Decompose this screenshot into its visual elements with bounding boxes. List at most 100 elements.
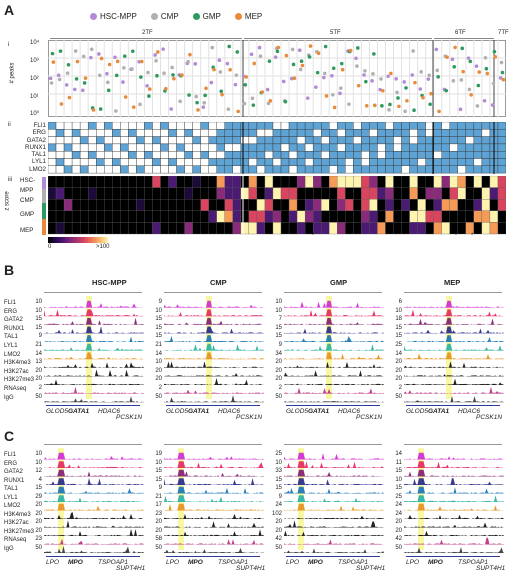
scatter-point [114,109,118,113]
scatter-point [354,56,358,61]
matrix-cell [329,151,338,159]
signal-track [284,317,384,325]
scatter-point [428,102,432,107]
matrix-cell [112,151,121,159]
scatter-point [388,102,392,107]
heatmap-cell [176,210,185,223]
matrix-cell [48,165,57,174]
signal-track [284,383,384,385]
scatter-point [72,87,77,92]
scatter-point [106,88,111,93]
signal-track [164,309,264,317]
scatter-point [265,87,270,92]
heatmap-cell [136,222,145,235]
heatmap-cell [449,187,458,200]
matrix-cell [425,143,434,152]
scatter-point [450,57,455,62]
matrix-cell [160,143,169,152]
scatter-point [89,47,94,52]
scatter-point [73,49,78,53]
heatmap-cell [296,222,306,235]
heatmap-cell [272,187,282,200]
matrix-cell [449,165,458,174]
scatter-point [466,56,471,60]
heatmap-cell [79,187,89,200]
matrix-cell [240,143,250,152]
track-scale: 20 [275,519,282,525]
matrix-cell [280,136,290,145]
matrix-cell [369,122,378,130]
signal-track [164,477,264,485]
heatmap-cell [71,187,81,200]
matrix-cell [312,165,322,174]
heatmap-cell [208,222,217,235]
scatter-point [74,77,79,81]
bracket-2tf [50,38,242,39]
matrix-cell [87,143,97,152]
scatter-point [339,86,343,90]
matrix-cell [312,151,322,159]
heatmap-cell [79,210,89,223]
track-scale: 15 [155,476,162,483]
heatmap-cell [248,176,258,188]
matrix-cell [168,136,177,145]
signal-track [164,469,264,477]
scatter-point [82,81,87,85]
track-label: LMO2 [4,351,21,358]
heatmap-cell [272,176,282,188]
scatter-point [292,76,297,81]
heatmap-cell [497,199,506,211]
signal-track [164,335,264,342]
scatter-point [235,50,240,54]
heatmap-cell [216,199,225,211]
heatmap-cell [240,176,250,188]
track-scale: 9 [158,485,162,491]
heatmap-cell [377,176,386,188]
matrix-cell [425,129,434,137]
heatmap-cell [497,222,506,235]
matrix-cell [200,165,209,174]
scatter-point [98,107,103,111]
heatmap-cell [232,176,241,188]
gene-label-glod5: GLOD5 [286,408,309,416]
heatmap-cell [112,199,121,211]
track-scale: 14 [395,451,402,457]
scatter-point [476,83,481,88]
signal-track [44,503,144,511]
matrix-cell [497,136,506,145]
matrix-cell [224,122,234,130]
matrix-cell [55,165,65,174]
matrix-cell [232,165,242,174]
signal-track [44,317,144,325]
matrix-cell [497,129,506,137]
heatmap-cell [296,187,306,200]
matrix-cell [216,151,225,159]
heatmap-cell [128,199,137,211]
heatmap-cell [200,222,209,235]
heatmap-cell [256,210,266,223]
legend-item-gmp: GMP [192,12,221,21]
scatter-point [188,52,192,57]
scatter-point [138,102,142,107]
heatmap-cell [385,222,394,235]
matrix-cell [112,122,121,130]
heatmap-cell [168,187,177,200]
track-scale: 9 [278,493,282,500]
matrix-cell [104,129,113,137]
matrix-cell [184,165,193,174]
scatter-point [81,88,85,93]
track-scale: 2 [38,385,42,391]
scatter-point [426,77,431,81]
scatter-point [372,52,376,56]
track-label: LYL1 [4,343,18,349]
matrix-cell [144,143,153,152]
matrix-cell [256,122,266,130]
matrix-cell [264,158,274,167]
matrix-cell [329,122,338,130]
scatter-point [225,61,230,66]
matrix-cell [184,143,193,152]
scatter-point [483,55,488,60]
gene-label-hdac6: HDAC6 [338,408,361,416]
gene-label-tspoap1: TSPOAP1 [338,559,368,566]
heatmap-cell [369,176,378,188]
